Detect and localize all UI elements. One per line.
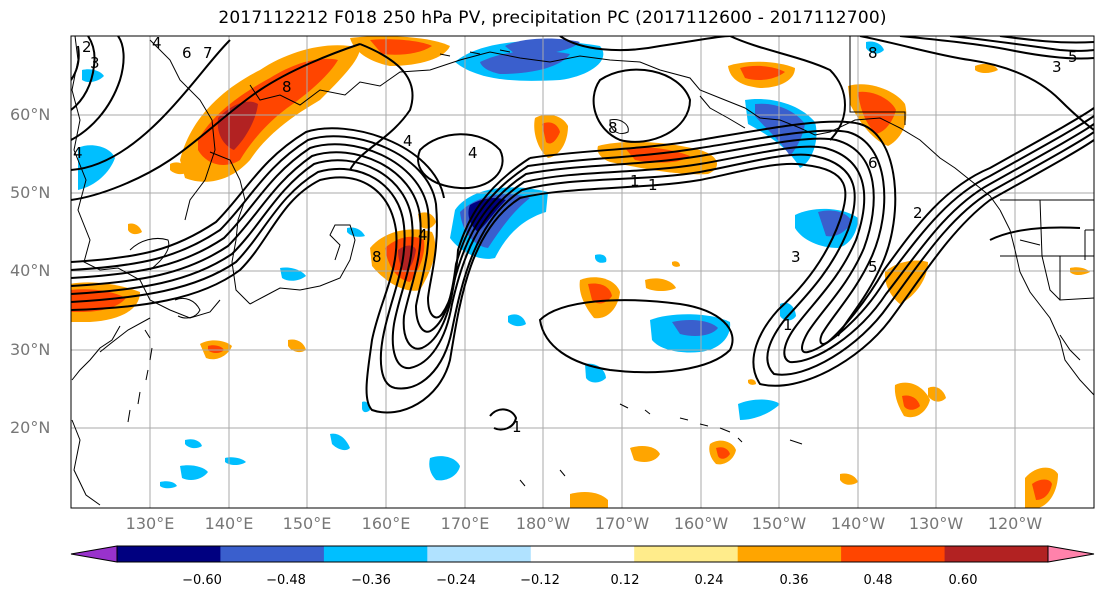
lon-label: 150°W bbox=[751, 514, 807, 533]
contour-label: 6 bbox=[182, 44, 192, 62]
graticule bbox=[71, 36, 1094, 508]
colorbar-tick: 0.48 bbox=[863, 573, 893, 588]
contour-label: 1 bbox=[783, 316, 793, 334]
island-chains bbox=[127, 49, 803, 487]
contour-label: 2 bbox=[82, 38, 92, 56]
contour-label: 7 bbox=[203, 44, 213, 62]
colorbar-segment bbox=[944, 546, 1049, 562]
lat-label: 40°N bbox=[10, 261, 51, 280]
lon-label: 180°W bbox=[515, 514, 571, 533]
lon-label: 170°W bbox=[594, 514, 650, 533]
lon-label: 150°E bbox=[282, 514, 332, 533]
colorbar-tick: −0.36 bbox=[351, 573, 391, 588]
colorbar-segment bbox=[117, 546, 221, 562]
contour-label: 5 bbox=[1068, 48, 1078, 66]
contour-label: 4 bbox=[403, 132, 413, 150]
colorbar-tick: 0.36 bbox=[779, 573, 809, 588]
contour-label: 2 bbox=[913, 204, 923, 222]
map-frame bbox=[70, 35, 1095, 509]
lon-label: 170°E bbox=[440, 514, 490, 533]
contour-label: 3 bbox=[1052, 58, 1062, 76]
contour-label: 8 bbox=[608, 119, 618, 137]
lat-label: 20°N bbox=[10, 418, 51, 437]
lon-label: 140°E bbox=[204, 514, 254, 533]
lat-label: 50°N bbox=[10, 183, 51, 202]
colorbar-frame bbox=[116, 545, 1049, 563]
contour-label: 4 bbox=[152, 34, 162, 52]
contour-label: 1 bbox=[648, 176, 658, 194]
contour-label: 1 bbox=[512, 418, 522, 436]
contour-label: 3 bbox=[791, 248, 801, 266]
contour-label: 4 bbox=[73, 144, 83, 162]
contour-label: 6 bbox=[868, 154, 878, 172]
colorbar-max-arrow bbox=[1047, 545, 1095, 563]
colorbar-segment bbox=[427, 546, 532, 562]
lon-label: 160°E bbox=[361, 514, 411, 533]
colorbar-segment bbox=[220, 546, 325, 562]
colorbar-segment bbox=[737, 546, 842, 562]
lon-label: 120°W bbox=[987, 514, 1043, 533]
colorbar-tick: 0.24 bbox=[694, 573, 724, 588]
contour-label: 8 bbox=[372, 248, 382, 266]
colorbar-tick: −0.60 bbox=[182, 573, 222, 588]
pv-contours bbox=[71, 36, 1094, 431]
contour-label: 5 bbox=[868, 258, 878, 276]
colorbar-segment bbox=[634, 546, 739, 562]
contour-label: 1 bbox=[630, 172, 640, 190]
contour-label: 4 bbox=[468, 144, 478, 162]
contour-label: 3 bbox=[90, 54, 100, 72]
colorbar-tick: −0.12 bbox=[520, 573, 560, 588]
lon-label: 160°W bbox=[673, 514, 729, 533]
contour-label: 8 bbox=[282, 78, 292, 96]
colorbar-segment bbox=[530, 546, 635, 562]
precip-negative-shading bbox=[78, 38, 884, 489]
contour-label: 4 bbox=[418, 226, 428, 244]
colorbar-segment bbox=[841, 546, 945, 562]
colorbar-min-arrow bbox=[70, 545, 118, 563]
coastlines bbox=[71, 36, 1094, 506]
contour-label: 8 bbox=[868, 44, 878, 62]
colorbar-tick: −0.24 bbox=[436, 573, 476, 588]
colorbar-tick: 0.12 bbox=[610, 573, 640, 588]
colorbar-tick: 0.60 bbox=[948, 573, 978, 588]
lon-label: 130°W bbox=[908, 514, 964, 533]
colorbar-segment bbox=[323, 546, 428, 562]
colorbar-tick: −0.48 bbox=[266, 573, 306, 588]
lon-label: 130°E bbox=[125, 514, 175, 533]
lat-label: 30°N bbox=[10, 340, 51, 359]
lon-label: 140°W bbox=[830, 514, 886, 533]
lat-label: 60°N bbox=[10, 105, 51, 124]
map-title: 2017112212 F018 250 hPa PV, precipitatio… bbox=[218, 8, 887, 28]
